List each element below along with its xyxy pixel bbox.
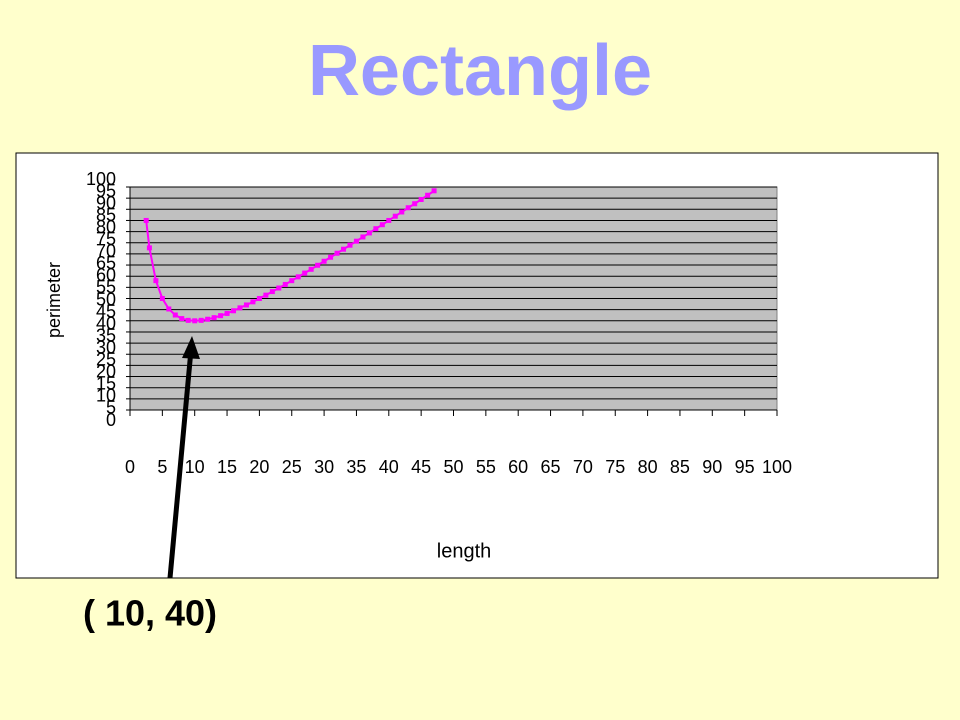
point-marker (192, 318, 198, 324)
point-marker (405, 205, 411, 211)
point-marker (386, 217, 392, 223)
point-marker (166, 306, 172, 312)
y-tick-label: 90 (96, 193, 116, 213)
y-tick-label: 35 (96, 325, 116, 345)
y-tick-label: 65 (96, 253, 116, 273)
point-marker (418, 196, 424, 202)
x-tick-label: 90 (702, 457, 722, 477)
point-marker (353, 238, 359, 244)
x-tick-label: 35 (346, 457, 366, 477)
point-marker (263, 292, 269, 298)
point-marker (146, 245, 152, 251)
x-tick-label: 50 (443, 457, 463, 477)
x-tick-label: 15 (217, 457, 237, 477)
x-tick-label: 40 (379, 457, 399, 477)
x-tick-label: 45 (411, 457, 431, 477)
y-tick-label: 30 (96, 337, 116, 357)
point-marker (237, 305, 243, 311)
y-tick-label: 60 (96, 265, 116, 285)
point-marker (179, 316, 185, 322)
point-marker (308, 266, 314, 272)
x-tick-label: 5 (157, 457, 167, 477)
point-marker (269, 289, 275, 295)
y-tick-label: 10 (96, 386, 116, 406)
y-tick-label: 85 (96, 205, 116, 225)
point-marker (392, 213, 398, 219)
point-marker (250, 299, 256, 305)
point-marker (153, 278, 159, 284)
y-tick-label: 50 (96, 289, 116, 309)
point-marker (282, 281, 288, 287)
x-tick-label: 80 (638, 457, 658, 477)
point-marker (256, 296, 262, 301)
x-tick-label: 100 (762, 457, 792, 477)
x-tick-label: 10 (185, 457, 205, 477)
point-marker (379, 222, 385, 228)
y-tick-label: 70 (96, 241, 116, 261)
x-tick-label: 95 (735, 457, 755, 477)
x-tick-label: 30 (314, 457, 334, 477)
point-marker (321, 258, 327, 264)
x-tick-label: 60 (508, 457, 528, 477)
point-marker (334, 250, 340, 256)
point-marker (373, 226, 379, 232)
point-marker (289, 278, 295, 284)
x-axis-label: length (437, 540, 492, 562)
point-marker (172, 312, 178, 318)
x-tick-label: 25 (282, 457, 302, 477)
point-marker (412, 201, 418, 207)
y-tick-label: 40 (96, 313, 116, 333)
arrow-head (182, 336, 200, 359)
x-tick-label: 75 (605, 457, 625, 477)
point-marker (224, 310, 230, 316)
x-tick-label: 55 (476, 457, 496, 477)
point-marker (218, 313, 224, 319)
point-marker (399, 209, 405, 215)
point-marker (143, 217, 149, 223)
point-marker (295, 274, 301, 280)
point-marker (425, 192, 431, 198)
annotation: ( 10, 40) (83, 593, 217, 634)
point-marker (302, 270, 308, 276)
x-tick-label: 65 (541, 457, 561, 477)
point-marker (276, 285, 282, 291)
y-tick-label: 95 (96, 181, 116, 201)
point-marker (205, 316, 211, 322)
y-tick-label: 5 (106, 398, 116, 418)
x-tick-label: 20 (249, 457, 269, 477)
point-marker (366, 230, 372, 236)
point-marker (328, 254, 334, 260)
y-tick-label: 25 (96, 350, 116, 370)
y-tick-label: 15 (96, 374, 116, 394)
series-line (145, 189, 435, 322)
point-marker (360, 234, 366, 240)
point-marker (231, 308, 237, 314)
y-tick-label: 80 (96, 217, 116, 237)
slide-title: Rectangle (308, 31, 652, 111)
point-marker (347, 242, 353, 248)
y-tick-label: 45 (96, 301, 116, 321)
y-tick-label: 75 (96, 229, 116, 249)
x-tick-label: 85 (670, 457, 690, 477)
point-marker (185, 317, 191, 323)
point-marker (341, 246, 347, 252)
y-axis-label: perimeter (44, 262, 64, 338)
point-marker (211, 315, 217, 321)
point-marker (159, 296, 165, 301)
point-marker (243, 302, 249, 308)
y-tick-label: 0 (106, 410, 116, 430)
point-marker (315, 262, 321, 268)
x-tick-label: 70 (573, 457, 593, 477)
y-tick-label: 100 (86, 169, 116, 189)
y-tick-label: 20 (96, 362, 116, 382)
point-marker (431, 188, 437, 194)
point-marker (198, 317, 204, 323)
x-tick-label: 0 (125, 457, 135, 477)
y-tick-label: 55 (96, 277, 116, 297)
